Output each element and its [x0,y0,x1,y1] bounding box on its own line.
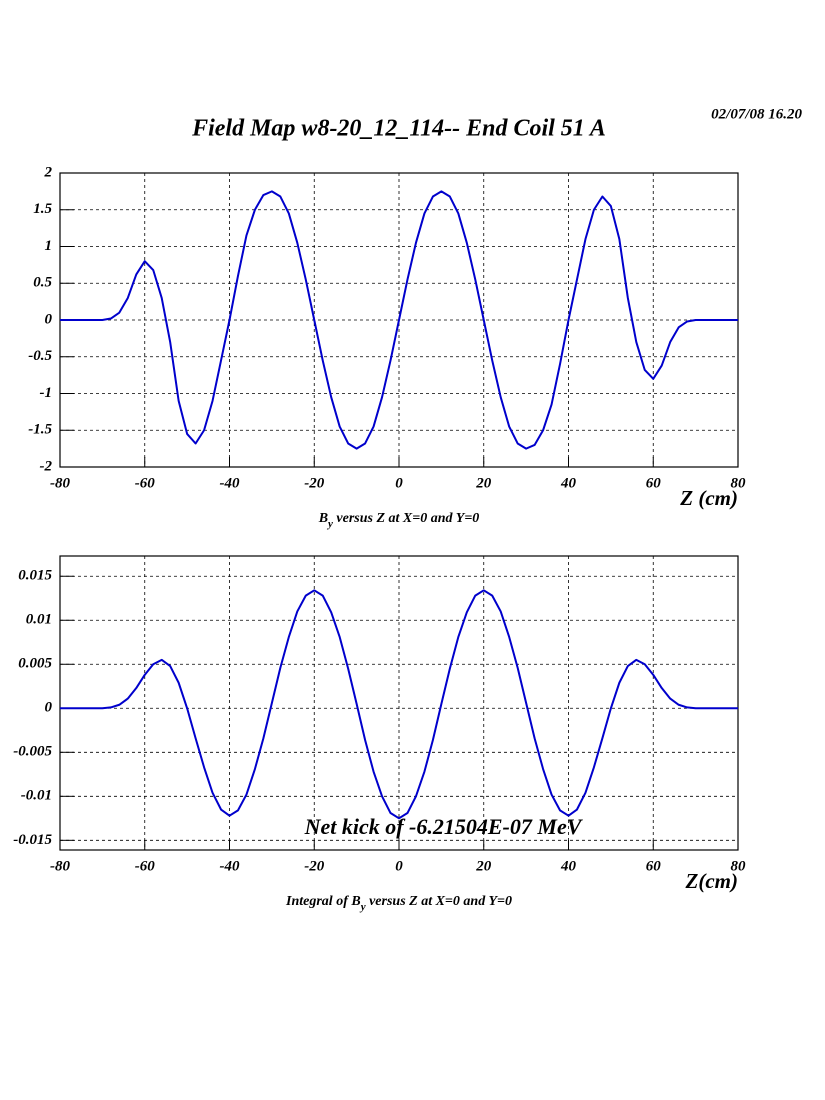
x-tick-label: 80 [731,858,747,874]
x-tick-label: -80 [50,858,70,874]
y-tick-label: -0.005 [13,744,52,760]
x-tick-label: 20 [475,858,492,874]
plot-frame [59,555,739,851]
caption: Integral of By versus Z at X=0 and Y=0 [285,894,512,912]
annotation: Net kick of -6.21504E-07 MeV [304,814,584,839]
caption-part: y [326,518,333,530]
y-tick-label: 0.5 [33,275,52,291]
caption-part: versus Z at X=0 and Y=0 [366,894,512,909]
x-tick-label: -20 [304,475,324,491]
y-tick-label: 0.01 [26,612,52,628]
y-tick-label: -1.5 [28,422,52,438]
y-tick-label: 0 [45,311,53,327]
x-tick-label: 60 [646,475,662,491]
x-tick-label: 80 [731,475,747,491]
x-tick-label: 60 [646,858,662,874]
caption: By versus Z at X=0 and Y=0 [318,511,480,529]
x-tick-label: -40 [220,475,240,491]
x-tick-label: -40 [220,858,240,874]
title: Field Map w8-20_12_114-- End Coil 51 A [191,116,606,142]
curve [60,589,738,820]
y-tick-label: -0.5 [28,348,52,364]
y-tick-label: 0.005 [18,656,52,672]
y-tick-label: -2 [40,458,53,474]
x-axis-label: Z (cm) [679,486,738,510]
caption-part: versus Z at X=0 and Y=0 [333,511,479,526]
curve [60,190,738,450]
y-tick-label: 1.5 [33,201,52,217]
x-tick-label: -80 [50,475,70,491]
y-tick-label: -1 [40,385,53,401]
y-tick-label: 0.015 [18,568,52,584]
x-axis-label: Z(cm) [685,869,738,893]
x-tick-label: -60 [135,858,155,874]
y-tick-label: 0 [45,700,53,716]
caption-part: Integral of B [285,894,361,909]
y-tick-label: 1 [45,238,53,254]
x-tick-label: 20 [475,475,492,491]
x-tick-label: 0 [395,475,403,491]
date: 02/07/08 16.20 [711,106,802,122]
x-tick-label: 40 [560,475,577,491]
x-tick-label: 40 [560,858,577,874]
caption-part: B [318,511,328,526]
x-tick-label: -20 [304,858,324,874]
y-tick-label: 2 [44,164,53,180]
x-tick-label: 0 [395,858,403,874]
caption-part: y [359,901,366,913]
y-tick-label: -0.015 [13,832,52,848]
x-tick-label: -60 [135,475,155,491]
y-tick-label: -0.01 [21,788,52,804]
